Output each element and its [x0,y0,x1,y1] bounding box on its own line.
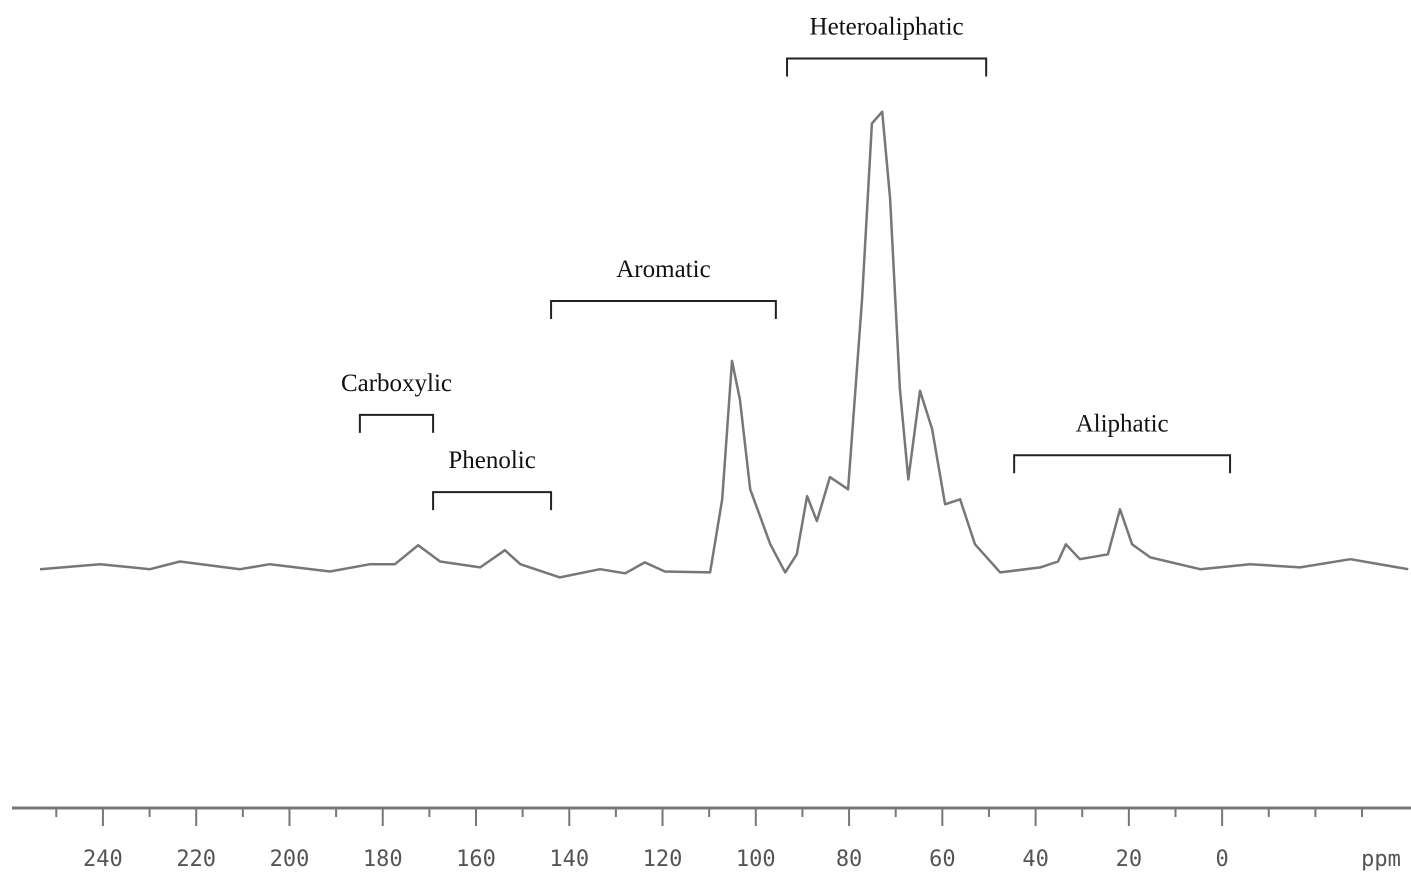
region-label: Phenolic [448,447,536,474]
x-tick-label: 20 [1116,847,1143,872]
x-axis-label: ppm [1361,847,1401,872]
x-tick-label: 140 [549,847,589,872]
region-bracket [550,299,777,319]
x-tick-label: 240 [83,847,123,872]
x-tick-label: 120 [643,847,683,872]
x-tick-label: 100 [736,847,776,872]
x-tick-label: 80 [836,847,863,872]
region-label: Carboxylic [341,370,452,397]
region-label: Heteroaliphatic [810,14,964,41]
x-tick-label: 180 [363,847,403,872]
region-bracket [432,491,553,511]
x-tick-label: 160 [456,847,496,872]
region-bracket [786,57,988,77]
x-tick-label: 200 [270,847,310,872]
x-tick-label: 220 [176,847,216,872]
x-tick-label: 0 [1216,847,1229,872]
x-tick-label: 60 [929,847,956,872]
region-label: Aliphatic [1076,410,1169,437]
x-tick-label: 40 [1022,847,1049,872]
spectrum-line [39,110,1409,579]
region-bracket [1013,454,1232,474]
region-label: Aromatic [616,256,710,283]
region-bracket [358,413,435,433]
